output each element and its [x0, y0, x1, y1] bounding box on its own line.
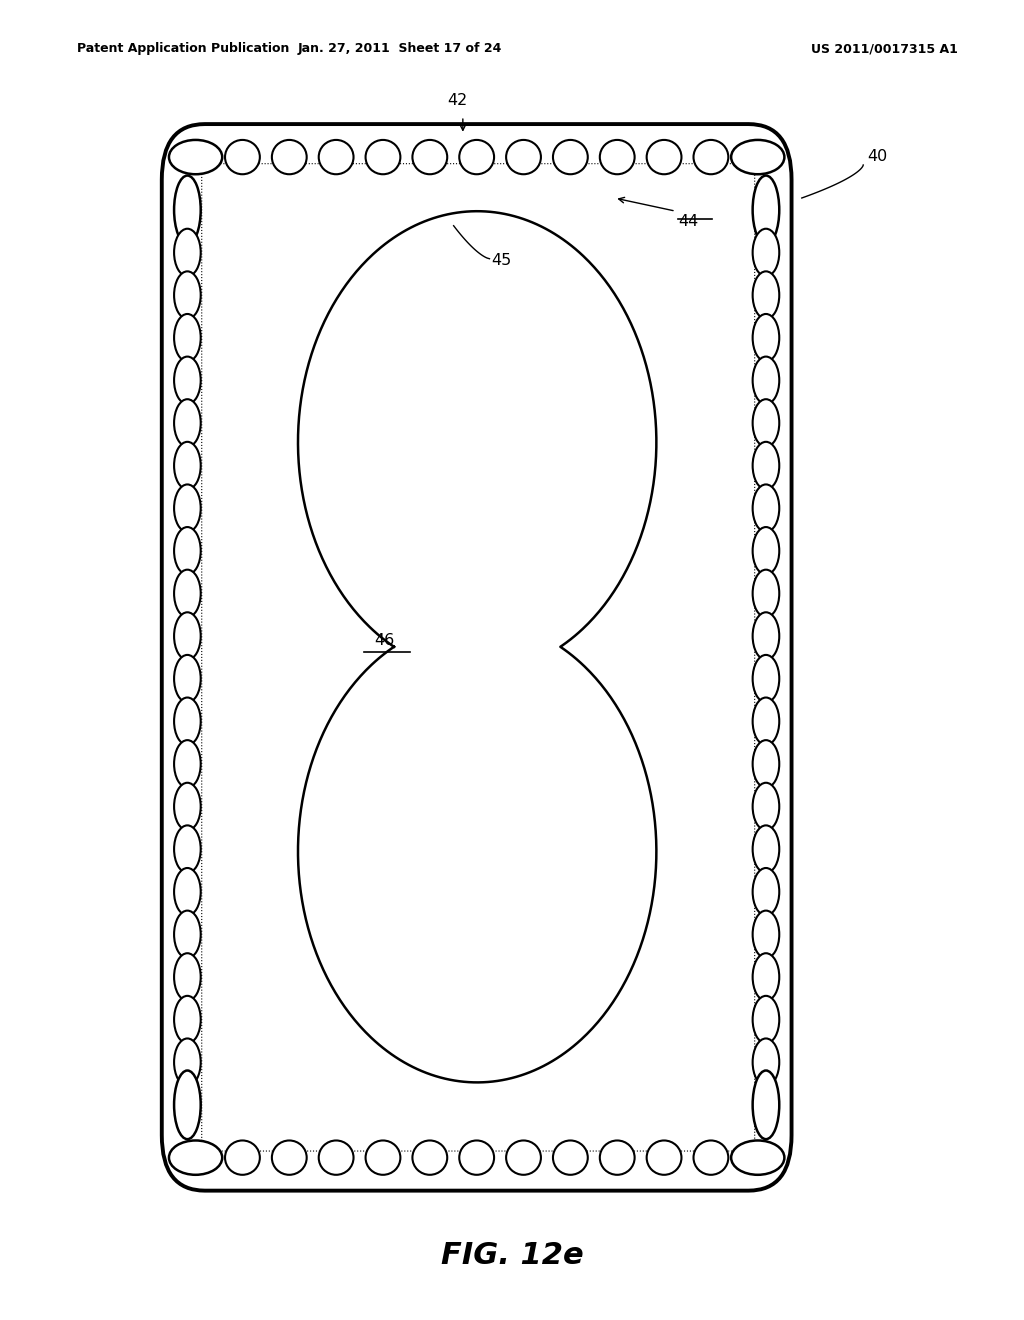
- Ellipse shape: [753, 442, 779, 490]
- Ellipse shape: [174, 314, 201, 362]
- Ellipse shape: [174, 911, 201, 958]
- Ellipse shape: [225, 140, 260, 174]
- Ellipse shape: [169, 140, 222, 174]
- Ellipse shape: [731, 1140, 784, 1175]
- Ellipse shape: [174, 442, 201, 490]
- Text: 46: 46: [374, 632, 394, 648]
- Ellipse shape: [318, 140, 353, 174]
- Ellipse shape: [174, 869, 201, 916]
- Ellipse shape: [174, 1071, 201, 1139]
- Ellipse shape: [366, 140, 400, 174]
- Ellipse shape: [553, 1140, 588, 1175]
- Ellipse shape: [174, 570, 201, 618]
- Ellipse shape: [753, 869, 779, 916]
- Ellipse shape: [459, 140, 494, 174]
- Ellipse shape: [753, 825, 779, 873]
- Ellipse shape: [174, 527, 201, 574]
- Text: 42: 42: [447, 94, 468, 108]
- Ellipse shape: [174, 995, 201, 1043]
- Ellipse shape: [506, 1140, 541, 1175]
- Text: Jan. 27, 2011  Sheet 17 of 24: Jan. 27, 2011 Sheet 17 of 24: [297, 42, 502, 55]
- Text: 44: 44: [678, 214, 698, 228]
- Ellipse shape: [753, 697, 779, 744]
- Ellipse shape: [753, 783, 779, 830]
- Ellipse shape: [753, 995, 779, 1043]
- Ellipse shape: [753, 399, 779, 446]
- Ellipse shape: [366, 1140, 400, 1175]
- Ellipse shape: [753, 570, 779, 618]
- Ellipse shape: [174, 783, 201, 830]
- Ellipse shape: [174, 1039, 201, 1086]
- Ellipse shape: [318, 1140, 353, 1175]
- Ellipse shape: [753, 1071, 779, 1139]
- Ellipse shape: [225, 1140, 260, 1175]
- Ellipse shape: [731, 140, 784, 174]
- Ellipse shape: [600, 1140, 635, 1175]
- Ellipse shape: [174, 228, 201, 276]
- Ellipse shape: [174, 399, 201, 446]
- Ellipse shape: [753, 176, 779, 244]
- Ellipse shape: [174, 825, 201, 873]
- Ellipse shape: [271, 140, 307, 174]
- Ellipse shape: [174, 741, 201, 788]
- Text: 40: 40: [867, 149, 888, 164]
- Ellipse shape: [506, 140, 541, 174]
- Text: US 2011/0017315 A1: US 2011/0017315 A1: [811, 42, 957, 55]
- Ellipse shape: [174, 356, 201, 404]
- Ellipse shape: [693, 140, 728, 174]
- Ellipse shape: [753, 953, 779, 1001]
- Ellipse shape: [174, 484, 201, 532]
- Ellipse shape: [174, 697, 201, 744]
- Ellipse shape: [753, 1039, 779, 1086]
- Ellipse shape: [169, 1140, 222, 1175]
- Text: FIG. 12e: FIG. 12e: [440, 1241, 584, 1270]
- Ellipse shape: [753, 356, 779, 404]
- Ellipse shape: [413, 140, 447, 174]
- FancyBboxPatch shape: [162, 124, 792, 1191]
- Ellipse shape: [174, 953, 201, 1001]
- Ellipse shape: [174, 272, 201, 319]
- Ellipse shape: [753, 527, 779, 574]
- Ellipse shape: [174, 176, 201, 244]
- Ellipse shape: [753, 484, 779, 532]
- Ellipse shape: [693, 1140, 728, 1175]
- Ellipse shape: [553, 140, 588, 174]
- Ellipse shape: [753, 272, 779, 319]
- Ellipse shape: [646, 140, 681, 174]
- Ellipse shape: [600, 140, 635, 174]
- Ellipse shape: [753, 228, 779, 276]
- Ellipse shape: [753, 741, 779, 788]
- Ellipse shape: [459, 1140, 494, 1175]
- Ellipse shape: [413, 1140, 447, 1175]
- Text: 45: 45: [492, 253, 512, 268]
- Ellipse shape: [174, 612, 201, 660]
- Ellipse shape: [753, 911, 779, 958]
- Ellipse shape: [753, 314, 779, 362]
- Ellipse shape: [174, 655, 201, 702]
- Ellipse shape: [271, 1140, 307, 1175]
- Ellipse shape: [753, 655, 779, 702]
- Text: Patent Application Publication: Patent Application Publication: [77, 42, 289, 55]
- Ellipse shape: [646, 1140, 681, 1175]
- Ellipse shape: [753, 612, 779, 660]
